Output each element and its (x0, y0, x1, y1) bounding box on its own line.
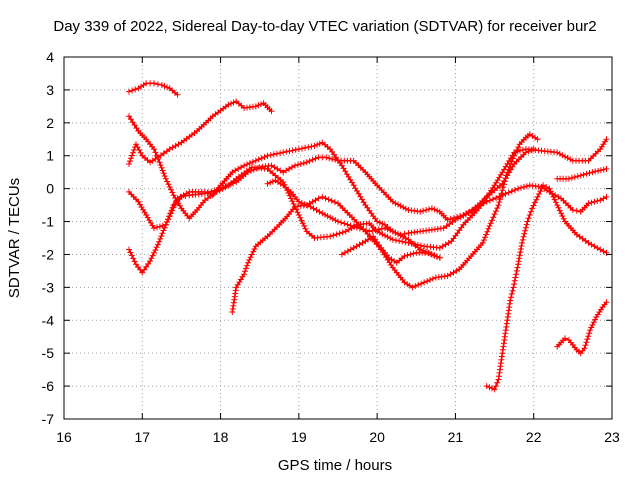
x-tick-label: 22 (526, 429, 542, 445)
y-tick-label: -1 (42, 214, 55, 230)
x-tick-label: 19 (291, 429, 307, 445)
x-tick-label: 23 (604, 429, 620, 445)
x-tick-label: 20 (369, 429, 385, 445)
series-markers (126, 80, 181, 98)
series-arc-7 (264, 146, 537, 238)
series-arc-5 (126, 154, 610, 276)
y-tick-label: 2 (46, 115, 54, 131)
series-markers (126, 113, 610, 251)
x-axis-label: GPS time / hours (278, 457, 392, 474)
y-tick-label: 4 (46, 49, 54, 65)
series-line (128, 100, 273, 165)
series-arc-9 (483, 182, 610, 393)
series-arc-4 (126, 98, 275, 167)
y-tick-label: 3 (46, 82, 54, 98)
series-markers (483, 182, 610, 393)
y-tick-label: -4 (42, 312, 55, 328)
plot-frame (63, 56, 613, 420)
series-markers (264, 146, 537, 238)
data-series (126, 80, 610, 393)
series-markers (338, 233, 443, 266)
series-markers (554, 299, 610, 357)
y-axis: -7 -6 -5 -4 -3 -2 -1 0 1 2 3 4 (42, 49, 612, 427)
series-arc-1 (126, 80, 181, 98)
x-tick-label: 18 (213, 429, 229, 445)
x-tick-label: 21 (448, 429, 464, 445)
y-tick-label: 0 (46, 181, 54, 197)
y-tick-label: -3 (42, 279, 55, 295)
y-tick-label: -6 (42, 378, 55, 394)
series-arc-11 (554, 165, 610, 182)
y-tick-label: -7 (42, 411, 55, 427)
series-arc-8 (338, 233, 443, 266)
series-line (341, 235, 441, 264)
series-arc-3 (126, 139, 443, 261)
series-markers (126, 154, 610, 276)
series-markers (126, 98, 275, 167)
x-tick-label: 17 (134, 429, 150, 445)
y-tick-label: -5 (42, 345, 55, 361)
series-markers (126, 139, 443, 261)
x-axis: 16 17 18 19 20 21 22 23 (56, 57, 620, 445)
series-arc-10 (554, 299, 610, 357)
y-axis-label: SDTVAR / TECUs (6, 178, 23, 298)
x-tick-label: 16 (56, 429, 72, 445)
grid (64, 57, 612, 419)
series-markers (554, 165, 610, 182)
y-tick-label: -2 (42, 246, 55, 262)
chart-title: Day 339 of 2022, Sidereal Day-to-day VTE… (53, 18, 596, 35)
y-tick-label: 1 (46, 148, 54, 164)
